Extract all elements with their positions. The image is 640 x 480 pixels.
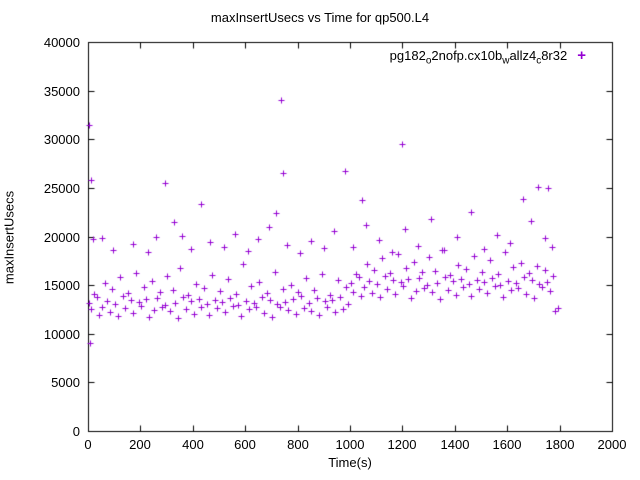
y-tick-label: 40000 [43, 35, 80, 50]
x-tick-label: 1200 [387, 437, 417, 452]
x-tick-label: 1400 [440, 437, 470, 452]
y-tick-label: 35000 [43, 84, 80, 99]
x-tick-label: 400 [182, 437, 204, 452]
y-tick-label: 15000 [43, 278, 80, 293]
y-tick-label: 20000 [43, 230, 80, 245]
y-tick-label: 25000 [43, 181, 80, 196]
y-tick-label: 30000 [43, 132, 80, 147]
chart-title: maxInsertUsecs vs Time for qp500.L4 [210, 10, 430, 25]
x-tick-label: 1000 [335, 437, 365, 452]
x-tick-label: 600 [234, 437, 256, 452]
y-tick-label: 10000 [43, 327, 80, 342]
x-tick-label: 2000 [597, 437, 627, 452]
legend-plus-marker-icon: + [577, 47, 586, 64]
x-tick-label: 1600 [492, 437, 522, 452]
x-tick-label: 800 [287, 437, 309, 452]
y-tick-label: 0 [72, 424, 80, 439]
x-tick-label: 200 [129, 437, 151, 452]
x-axis-label: Time(s) [328, 455, 372, 470]
legend-label: pg182o2nofp.cx10bwallz4c8r32 [389, 48, 568, 67]
legend: pg182o2nofp.cx10bwallz4c8r32 + [390, 48, 586, 67]
x-tick-label: 0 [84, 437, 92, 452]
y-tick-label: 5000 [51, 375, 80, 390]
x-tick-label: 1800 [545, 437, 575, 452]
